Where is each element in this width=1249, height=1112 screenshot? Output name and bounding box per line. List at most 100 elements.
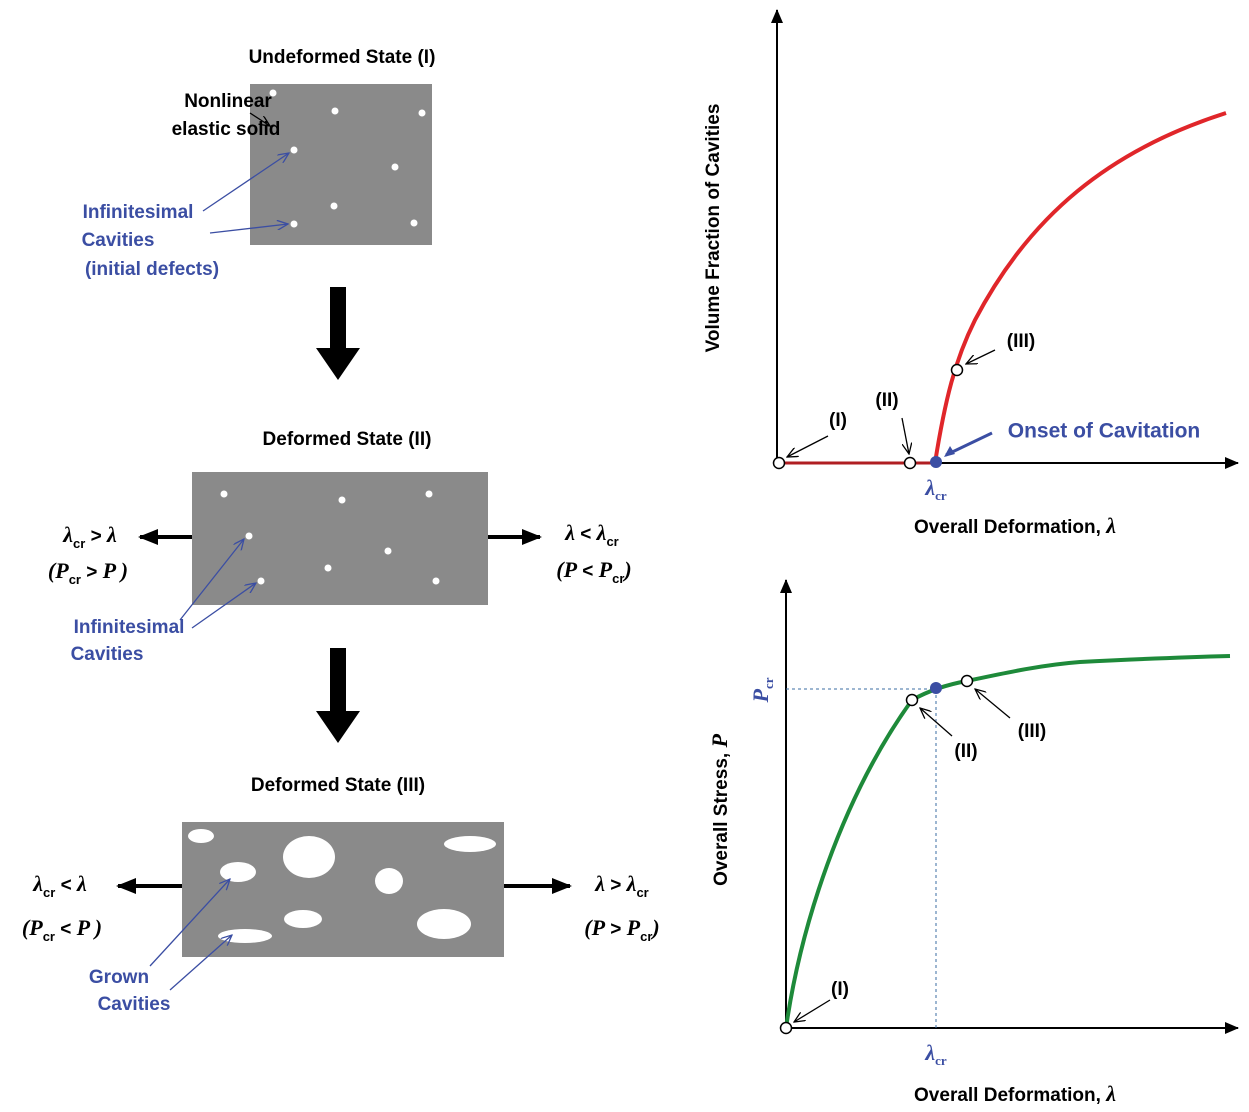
state-point	[905, 458, 916, 469]
symbol: P	[598, 557, 613, 582]
stress-relation: (P > Pcr)	[584, 915, 660, 944]
flow-arrow	[316, 648, 360, 743]
strain-relation: λ > λcr	[594, 871, 648, 900]
solid-block	[192, 472, 488, 605]
subscript: cr	[636, 885, 648, 900]
solid-label: Nonlinear	[184, 91, 272, 112]
point-label: (II)	[875, 390, 898, 411]
curve	[786, 656, 1230, 1028]
strain-relation: λcr > λ	[62, 522, 117, 551]
subscript: cr	[935, 488, 947, 503]
onset-point	[930, 456, 942, 468]
label-text: Overall Deformation,	[914, 517, 1106, 538]
onset-arrowhead	[944, 446, 955, 457]
onset-label: Onset of Cavitation	[1008, 420, 1201, 443]
bracket: )	[89, 915, 102, 940]
symbol: P	[563, 557, 578, 582]
stress-relation: (Pcr < P )	[22, 915, 102, 944]
pointer	[794, 1000, 830, 1022]
symbol: P	[626, 915, 641, 940]
point-label: (I)	[829, 410, 847, 431]
subscript: cr	[761, 677, 776, 689]
symbol: λ	[1105, 513, 1116, 538]
symbol: P	[28, 915, 43, 940]
point-label: (II)	[954, 741, 977, 762]
bracket: )	[115, 558, 128, 583]
state-point	[962, 676, 973, 687]
stress-relation: (Pcr > P )	[48, 558, 128, 587]
symbol: λ	[62, 522, 73, 547]
state-title: Undeformed State (I)	[249, 47, 436, 68]
cavity-label: Cavities	[98, 994, 171, 1015]
symbol: λ	[564, 520, 575, 545]
state-title: Deformed State (II)	[263, 429, 432, 450]
diagram: Undeformed State (I) Nonlinear elastic s…	[0, 0, 1249, 1112]
cavity-label: Grown	[89, 967, 149, 988]
operator: >	[605, 919, 627, 940]
symbol: λ	[32, 871, 43, 896]
pointer	[902, 418, 909, 454]
symbol: P	[54, 558, 69, 583]
symbol: λ	[594, 871, 605, 896]
state-point	[952, 365, 963, 376]
y-axis-label: Overall Stress, P	[707, 734, 732, 886]
symbol: λ	[596, 520, 607, 545]
pointer	[787, 436, 828, 457]
symbol: P	[707, 734, 732, 749]
symbol: λ	[626, 871, 637, 896]
cavity-label: (initial defects)	[85, 259, 219, 280]
point-label: (I)	[831, 979, 849, 1000]
subscript: cr	[43, 885, 55, 900]
x-axis-label: Overall Deformation, λ	[914, 1081, 1116, 1106]
symbol: P	[748, 689, 773, 704]
strain-relation: λ < λcr	[564, 520, 618, 549]
solid-block	[250, 84, 432, 245]
flow-arrow	[316, 287, 360, 380]
x-axis-label: Overall Deformation, λ	[914, 513, 1116, 538]
state-title: Deformed State (III)	[251, 775, 425, 796]
curve	[935, 113, 1226, 463]
strain-relation: λcr < λ	[32, 871, 87, 900]
pointer	[966, 350, 995, 364]
operator: <	[577, 561, 599, 582]
subscript: cr	[640, 929, 652, 944]
cavity-label: Cavities	[71, 644, 144, 665]
operator: >	[81, 562, 103, 583]
label-text: Overall Stress,	[711, 748, 732, 886]
symbol: P	[591, 915, 606, 940]
operator: >	[605, 875, 627, 896]
subscript: cr	[935, 1053, 947, 1068]
symbol: λ	[76, 871, 87, 896]
label-text: Overall Deformation,	[914, 1085, 1106, 1106]
state-point	[781, 1023, 792, 1034]
bracket: )	[622, 557, 631, 582]
subscript: cr	[612, 571, 624, 586]
bracket: )	[650, 915, 659, 940]
symbol: λ	[106, 522, 117, 547]
point-label: (III)	[1018, 721, 1047, 742]
operator: <	[55, 919, 77, 940]
subscript: cr	[43, 929, 55, 944]
critical-label: λcr	[924, 475, 947, 503]
y-axis-label: Volume Fraction of Cavities	[703, 104, 724, 353]
critical-point	[930, 682, 942, 694]
subscript: cr	[606, 534, 618, 549]
point-label: (III)	[1007, 331, 1036, 352]
stress-relation: (P < Pcr)	[556, 557, 632, 586]
critical-label: Pcr	[748, 677, 776, 703]
operator: >	[85, 526, 107, 547]
subscript: cr	[73, 536, 85, 551]
subscript: cr	[69, 572, 81, 587]
state-point	[774, 458, 785, 469]
operator: <	[55, 875, 77, 896]
symbol: λ	[1105, 1081, 1116, 1106]
symbol: λ	[924, 1040, 935, 1065]
cavity-label: Infinitesimal	[74, 617, 185, 638]
critical-label: λcr	[924, 1040, 947, 1068]
cavity-label: Cavities	[82, 230, 155, 251]
symbol: λ	[924, 475, 935, 500]
cavity-label: Infinitesimal	[83, 202, 194, 223]
operator: <	[575, 524, 597, 545]
pointer	[975, 689, 1010, 718]
state-point	[907, 695, 918, 706]
